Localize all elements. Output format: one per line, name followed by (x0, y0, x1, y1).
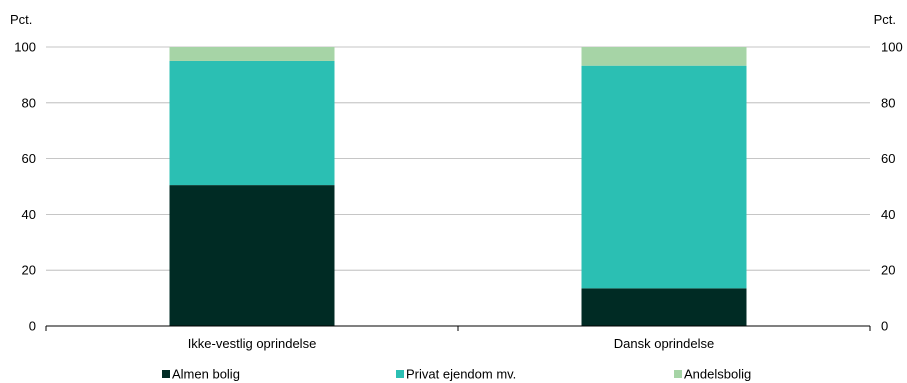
bar-segment (581, 47, 747, 66)
legend-label: Andelsbolig (684, 367, 751, 382)
y-tick-label-left: 20 (22, 263, 36, 278)
y-tick-label-left: 60 (22, 151, 36, 166)
legend-swatch (396, 370, 404, 378)
x-category-label: Ikke-vestlig oprindelse (188, 336, 317, 351)
y-tick-label-right: 20 (881, 263, 895, 278)
y-unit-left: Pct. (10, 12, 32, 27)
y-unit-right: Pct. (874, 12, 896, 27)
y-tick-label-right: 100 (881, 40, 903, 55)
y-tick-label-left: 80 (22, 95, 36, 110)
legend: Almen bolig Privat ejendom mv. Andelsbolig (162, 367, 751, 382)
bars (169, 47, 747, 326)
bar-segment (169, 60, 335, 186)
legend-swatch (162, 370, 170, 378)
bar-segment (581, 65, 747, 289)
y-tick-label-left: 0 (29, 319, 36, 334)
bar-segment (169, 185, 335, 326)
y-tick-label-right: 0 (881, 319, 888, 334)
y-tick-label-right: 60 (881, 151, 895, 166)
legend-swatch (674, 370, 682, 378)
bar-segment (581, 288, 747, 326)
bar-segment (169, 47, 335, 61)
axes: 0 0 20 20 40 40 60 60 80 80 100 100 Ikke-vestlig opr… (14, 40, 902, 352)
y-tick-label-left: 100 (14, 40, 36, 55)
y-tick-label-right: 80 (881, 95, 895, 110)
legend-label: Privat ejendom mv. (406, 367, 516, 382)
legend-label: Almen bolig (172, 367, 240, 382)
x-category-label: Dansk oprindelse (614, 336, 714, 351)
y-tick-label-left: 40 (22, 207, 36, 222)
y-tick-label-right: 40 (881, 207, 895, 222)
